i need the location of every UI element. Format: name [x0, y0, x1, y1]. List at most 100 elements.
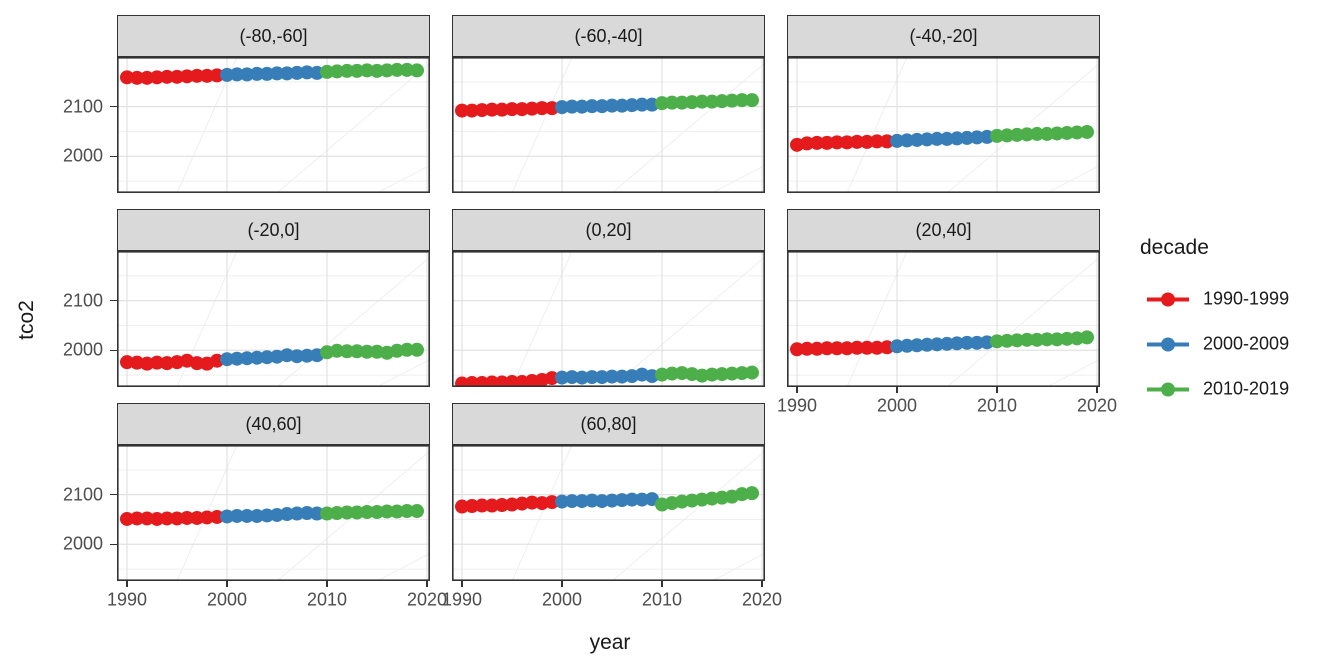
data-point — [120, 511, 134, 526]
data-point — [340, 505, 354, 520]
data-point — [475, 498, 489, 513]
data-point — [260, 508, 274, 523]
data-point — [1020, 332, 1034, 347]
x-axis-tick-label: 2000 — [541, 589, 583, 610]
data-point — [575, 99, 589, 114]
data-point — [485, 498, 499, 513]
data-point — [705, 367, 719, 382]
data-point — [210, 509, 224, 524]
data-point — [120, 355, 134, 370]
data-point — [340, 344, 354, 359]
legend-entry: 1990-1999 — [1146, 289, 1289, 310]
data-point — [140, 511, 154, 526]
x-axis-tick — [761, 581, 763, 587]
facet-strip-label: (20,40] — [915, 219, 972, 240]
data-point — [260, 350, 274, 365]
data-point — [300, 348, 314, 363]
data-point — [910, 132, 924, 147]
data-point — [250, 66, 264, 81]
data-point — [860, 340, 874, 355]
x-axis-tick — [896, 387, 898, 393]
y-axis-tick — [110, 493, 117, 496]
data-point — [585, 493, 599, 508]
data-point — [575, 370, 589, 385]
data-point — [665, 95, 679, 110]
data-point — [240, 508, 254, 523]
data-point — [950, 131, 964, 146]
data-point — [250, 508, 264, 523]
data-point — [400, 342, 414, 357]
x-axis-tick-label: 2020 — [1076, 395, 1118, 416]
x-axis-title: year — [589, 631, 631, 654]
data-point — [1030, 332, 1044, 347]
legend-entry: 2010-2019 — [1146, 379, 1289, 400]
data-point — [1010, 127, 1024, 142]
data-point — [1000, 333, 1014, 348]
x-axis-tick — [1096, 387, 1098, 393]
data-point — [990, 128, 1004, 143]
data-point — [410, 63, 424, 78]
data-point — [555, 370, 569, 385]
x-axis-tick-label: 2000 — [876, 395, 918, 416]
data-point — [1030, 126, 1044, 141]
data-point — [870, 340, 884, 355]
facet-strip-label: (-20,0] — [247, 219, 300, 240]
data-point — [150, 70, 164, 85]
data-point — [220, 509, 234, 524]
data-point — [920, 132, 934, 147]
facet-strip: (0,20] — [452, 209, 765, 251]
data-point — [800, 136, 814, 151]
legend-key-icon — [1147, 382, 1189, 396]
data-point — [370, 505, 384, 520]
legend-key-icon — [1147, 292, 1189, 306]
data-point — [830, 135, 844, 150]
data-point — [280, 506, 294, 521]
y-axis-title: tco2 — [15, 300, 38, 340]
data-point — [150, 511, 164, 526]
data-point — [170, 69, 184, 84]
data-point — [910, 338, 924, 353]
data-point — [990, 334, 1004, 349]
facet-strip-label: (-40,-20] — [909, 25, 978, 46]
data-point — [940, 336, 954, 351]
data-point — [745, 365, 759, 380]
data-point — [850, 340, 864, 355]
data-point — [340, 63, 354, 78]
data-point — [635, 492, 649, 507]
data-point — [350, 505, 364, 520]
facet-strip: (-40,-20] — [787, 15, 1100, 57]
data-point — [800, 341, 814, 356]
x-axis-tick-label: 2020 — [741, 589, 783, 610]
data-point — [565, 370, 579, 385]
data-point — [350, 344, 364, 359]
data-point — [230, 508, 244, 523]
data-point — [840, 341, 854, 356]
y-axis-tick — [110, 105, 117, 108]
data-point — [1040, 126, 1054, 141]
data-point — [725, 366, 739, 381]
data-point — [735, 366, 749, 381]
data-point — [675, 95, 689, 110]
facet-strip: (-60,-40] — [452, 15, 765, 57]
data-point — [400, 504, 414, 519]
data-point — [820, 135, 834, 150]
data-point — [1070, 125, 1084, 140]
facet-panel — [452, 57, 765, 193]
data-point — [120, 70, 134, 85]
data-point — [495, 498, 509, 513]
facet-strip-label: (-60,-40] — [574, 25, 643, 46]
data-point — [230, 67, 244, 82]
data-point — [1000, 128, 1014, 143]
data-point — [240, 351, 254, 366]
data-point — [665, 366, 679, 381]
data-point — [455, 103, 469, 118]
data-point — [1050, 332, 1064, 347]
data-point — [880, 134, 894, 149]
data-point — [635, 97, 649, 112]
data-point — [290, 349, 304, 364]
data-point — [1040, 332, 1054, 347]
data-point — [455, 499, 469, 514]
data-point — [900, 133, 914, 148]
y-axis-tick-label: 2100 — [62, 290, 103, 311]
